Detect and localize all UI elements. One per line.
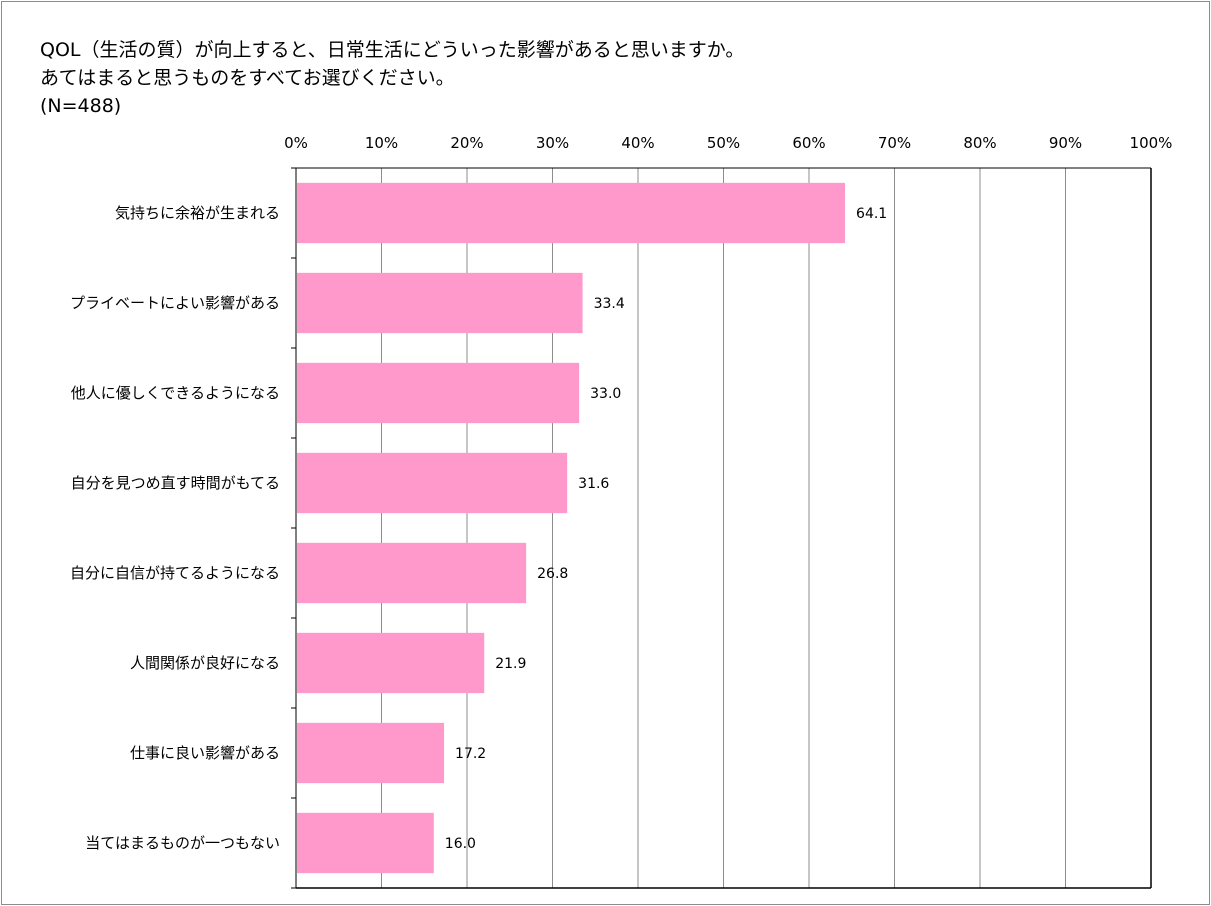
data-label: 64.1 xyxy=(856,206,887,222)
x-tick-label: 80% xyxy=(963,134,996,152)
bar xyxy=(297,812,434,874)
x-tick-label: 30% xyxy=(536,134,569,152)
category-label: 人間関係が良好になる xyxy=(130,654,280,672)
data-label: 33.0 xyxy=(590,386,621,402)
sample-size-note: (N=488) xyxy=(40,95,122,117)
bar xyxy=(297,722,445,784)
x-tick-label: 100% xyxy=(1130,134,1173,152)
x-tick-label: 20% xyxy=(450,134,483,152)
category-label: 気持ちに余裕が生まれる xyxy=(115,204,280,222)
bar xyxy=(297,542,527,604)
bar xyxy=(297,272,583,334)
bar xyxy=(297,452,568,514)
category-label: 他人に優しくできるようになる xyxy=(71,384,280,402)
chart-subtitle: あてはまると思うものをすべてお選びください。 xyxy=(40,67,455,89)
x-tick-label: 10% xyxy=(365,134,398,152)
chart-title: QOL（生活の質）が向上すると、日常生活にどういった影響があると思いますか。 xyxy=(40,39,745,61)
category-label: プライベートによい影響がある xyxy=(70,294,280,312)
data-label: 31.6 xyxy=(578,476,609,492)
category-label: 自分を見つめ直す時間がもてる xyxy=(71,474,280,492)
x-tick-label: 0% xyxy=(284,134,308,152)
x-tick-label: 50% xyxy=(707,134,740,152)
x-tick-label: 40% xyxy=(621,134,654,152)
x-tick-label: 90% xyxy=(1049,134,1082,152)
category-label: 当てはまるものが一つもない xyxy=(85,834,280,852)
x-tick-label: 70% xyxy=(878,134,911,152)
bar xyxy=(297,632,485,694)
x-tick-label: 60% xyxy=(792,134,825,152)
chart-title-block: QOL（生活の質）が向上すると、日常生活にどういった影響があると思いますか。 あ… xyxy=(40,36,744,120)
data-label: 26.8 xyxy=(537,566,568,582)
data-label: 21.9 xyxy=(495,656,526,672)
category-label: 仕事に良い影響がある xyxy=(130,744,280,762)
bar xyxy=(297,362,580,424)
data-label: 16.0 xyxy=(445,836,476,852)
category-label: 自分に自信が持てるようになる xyxy=(70,564,280,582)
data-label: 33.4 xyxy=(594,296,625,312)
data-label: 17.2 xyxy=(455,746,486,762)
bar xyxy=(297,182,846,244)
